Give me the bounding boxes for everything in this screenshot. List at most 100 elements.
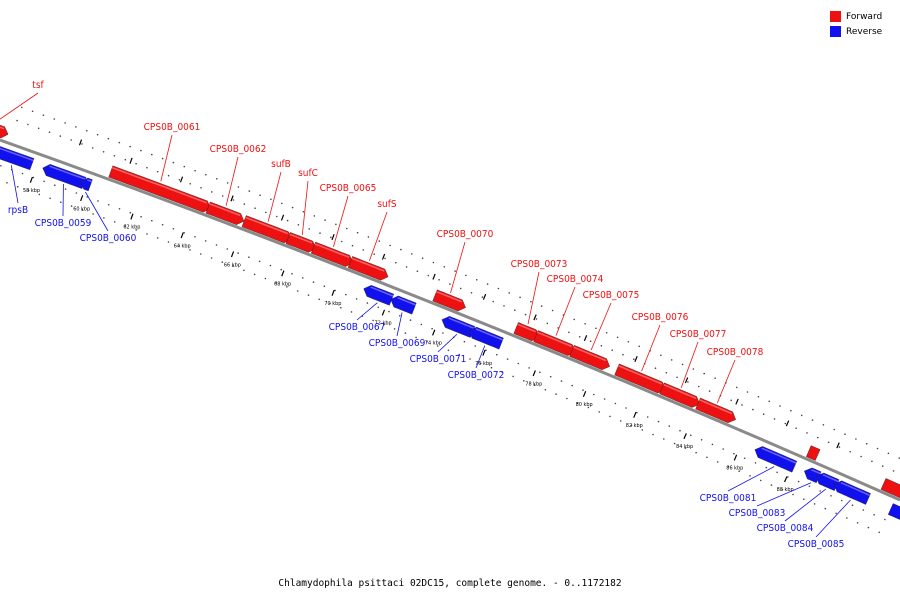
track-dot	[887, 452, 890, 455]
track-dot	[248, 190, 251, 192]
track-dot	[248, 256, 250, 259]
gene-leader-line	[815, 499, 851, 538]
track-dot	[873, 514, 875, 516]
track-dot	[37, 127, 40, 130]
gene-leader-line	[784, 488, 827, 522]
track-dot	[622, 353, 624, 356]
track-dot	[113, 221, 116, 223]
track-dot	[862, 509, 865, 511]
track-dot	[779, 405, 781, 407]
track-dot	[665, 372, 668, 374]
track-dot	[641, 429, 644, 431]
track-dot	[81, 143, 83, 145]
track-dot	[627, 341, 630, 343]
track-dot	[523, 380, 525, 382]
track-dot	[827, 441, 830, 444]
track-dot	[183, 232, 185, 234]
track-dot	[42, 114, 45, 116]
track-dot	[237, 252, 239, 254]
track-dot	[226, 182, 229, 184]
gene-leader-line	[267, 171, 282, 222]
track-dot	[846, 517, 848, 519]
track-dot	[860, 455, 862, 458]
track-dot	[178, 245, 181, 247]
gene-label: CPS0B_0065	[320, 183, 377, 194]
track-dot	[302, 210, 305, 213]
gene-cps0b-0060	[80, 177, 93, 192]
track-dot	[393, 328, 396, 330]
track-dot	[118, 141, 121, 144]
track-dot	[692, 368, 695, 370]
gene-leader-line	[0, 92, 39, 120]
kbp-tick-mark	[482, 349, 486, 356]
track-dot	[474, 345, 477, 347]
track-dot	[776, 471, 778, 474]
gene-label: CPS0B_0071	[410, 354, 467, 365]
gene-rpsb	[0, 146, 35, 171]
track-dot	[469, 358, 471, 360]
track-dot	[92, 213, 94, 215]
track-dot	[167, 174, 170, 177]
track-dot	[806, 432, 808, 434]
track-dot	[630, 424, 633, 427]
track-dot	[436, 345, 439, 347]
track-dot	[372, 319, 374, 322]
gene-label: CPS0B_0072	[448, 370, 505, 381]
track-dot	[70, 205, 73, 207]
track-dot	[27, 189, 30, 192]
track-dot	[167, 241, 170, 243]
track-dot	[313, 215, 316, 217]
track-dot	[296, 290, 299, 292]
gene-highlight	[573, 346, 607, 362]
track-dot	[384, 257, 386, 260]
track-dot	[172, 228, 175, 230]
gene-cps0b-0078	[695, 397, 736, 424]
kbp-tick-label: 72 kbp	[375, 321, 392, 327]
track-dot	[576, 402, 579, 404]
track-dot	[749, 475, 751, 477]
track-dot	[258, 260, 261, 263]
track-dot	[151, 153, 153, 156]
kbp-ticks: 58 kbp 60 kbp 62 kbp 64 kbp 66 kbp 68 kbp 70 k…	[23, 139, 840, 493]
gene-label: CPS0B_0084	[757, 523, 814, 534]
track-dot	[335, 223, 337, 226]
track-dot	[156, 170, 159, 173]
track-dot	[243, 269, 245, 272]
track-dot	[350, 311, 353, 313]
track-dot	[714, 377, 716, 380]
track-dot	[817, 436, 819, 439]
track-dot	[308, 228, 311, 230]
track-dot	[200, 253, 202, 255]
upper-tick-mark	[735, 398, 739, 405]
track-dot	[722, 448, 724, 450]
kbp-tick-mark	[180, 232, 184, 239]
track-dot	[362, 249, 365, 251]
track-dot	[291, 272, 293, 275]
gene-highlight	[209, 203, 241, 217]
track-dot	[226, 248, 229, 250]
upper-tick-mark	[129, 157, 133, 164]
track-dot	[560, 380, 563, 382]
track-dot	[355, 298, 358, 300]
legend-reverse-label: Reverse	[846, 26, 883, 37]
track-dot	[506, 358, 509, 360]
track-dot	[517, 362, 520, 365]
track-dot	[514, 309, 516, 312]
track-dot	[587, 406, 590, 409]
track-dot	[200, 187, 202, 189]
track-dot	[107, 204, 110, 206]
track-dot	[254, 207, 256, 209]
track-dot	[790, 409, 792, 412]
track-dot	[480, 362, 482, 365]
track-dot	[60, 201, 62, 203]
track-dot	[762, 413, 765, 416]
track-dot	[194, 169, 196, 172]
gene-highlight	[699, 399, 733, 415]
track-dot	[851, 504, 854, 507]
track-dot	[668, 425, 671, 427]
track-dot	[232, 265, 234, 268]
track-dot	[443, 266, 446, 268]
track-dot	[264, 277, 267, 280]
track-dot	[211, 191, 213, 193]
